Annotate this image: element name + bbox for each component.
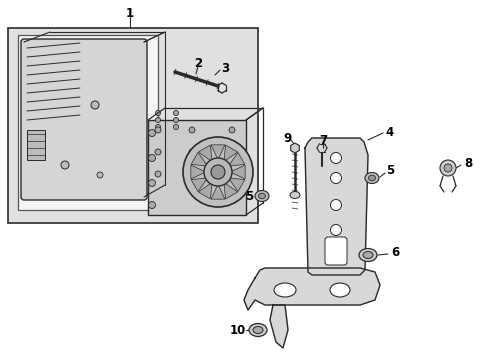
Circle shape [330,252,341,264]
Circle shape [91,101,99,109]
Circle shape [173,111,178,116]
Text: 4: 4 [385,126,393,139]
Ellipse shape [362,252,372,258]
Circle shape [330,172,341,184]
Ellipse shape [329,283,349,297]
Text: 6: 6 [390,247,398,260]
FancyBboxPatch shape [21,39,147,200]
Circle shape [228,127,235,133]
Ellipse shape [273,283,295,297]
Ellipse shape [368,175,375,181]
Circle shape [189,127,195,133]
Ellipse shape [252,327,263,333]
Circle shape [148,130,155,136]
Text: 8: 8 [463,157,471,170]
Circle shape [330,153,341,163]
Text: 5: 5 [244,189,253,202]
Circle shape [155,127,161,133]
Text: 2: 2 [194,57,202,69]
Circle shape [148,202,155,208]
Polygon shape [305,138,367,275]
Ellipse shape [358,248,376,261]
Polygon shape [229,165,244,179]
Circle shape [148,180,155,186]
Circle shape [330,199,341,211]
Text: 3: 3 [221,62,228,75]
Circle shape [155,149,161,155]
Bar [8,28,258,223]
Text: 9: 9 [282,131,290,144]
Circle shape [189,171,195,177]
Circle shape [155,171,161,177]
Circle shape [148,154,155,162]
Polygon shape [224,145,237,162]
Polygon shape [211,184,224,199]
Text: 10: 10 [229,324,245,337]
Ellipse shape [289,192,299,198]
Polygon shape [191,152,207,166]
Circle shape [61,161,69,169]
Circle shape [183,137,252,207]
Circle shape [330,225,341,235]
Text: 5: 5 [385,163,393,176]
FancyBboxPatch shape [325,237,346,265]
Polygon shape [224,183,237,199]
Polygon shape [290,143,299,153]
Polygon shape [228,178,244,192]
Ellipse shape [254,190,268,202]
Ellipse shape [258,193,265,199]
Bar [148,120,245,215]
Polygon shape [198,183,212,199]
Circle shape [173,125,178,130]
Circle shape [189,149,195,155]
Bar [27,130,45,160]
Circle shape [155,117,160,122]
Circle shape [228,149,235,155]
Ellipse shape [439,160,455,176]
Circle shape [173,117,178,122]
Circle shape [203,158,231,186]
Ellipse shape [364,172,378,184]
Polygon shape [244,268,379,310]
Polygon shape [190,165,205,179]
Ellipse shape [248,324,266,337]
Circle shape [155,111,160,116]
Circle shape [228,171,235,177]
Text: 1: 1 [126,6,134,19]
Polygon shape [191,178,207,192]
Circle shape [155,125,160,130]
Polygon shape [211,145,224,160]
Bar [18,35,158,210]
Text: 7: 7 [318,134,326,147]
Circle shape [210,165,224,179]
Polygon shape [228,152,244,166]
Polygon shape [198,145,212,162]
Ellipse shape [443,164,451,172]
Polygon shape [269,305,287,348]
Circle shape [97,172,103,178]
